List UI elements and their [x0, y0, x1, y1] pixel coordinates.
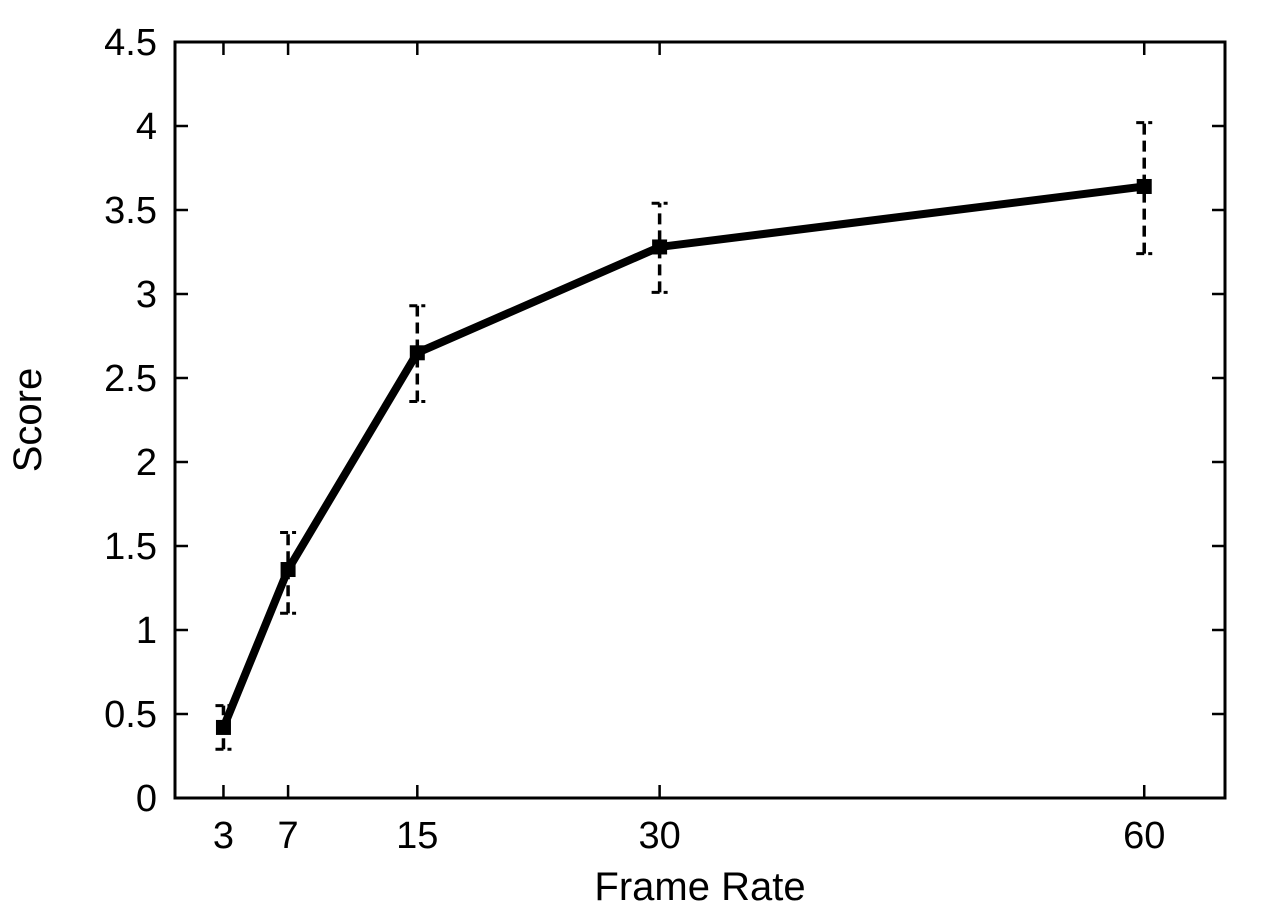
y-tick-label: 2	[136, 442, 157, 484]
x-axis-label: Frame Rate	[594, 865, 805, 909]
y-tick-label: 0	[136, 778, 157, 820]
x-tick-label: 3	[213, 815, 234, 857]
plot-border	[173, 40, 1227, 800]
y-tick-label: 1.5	[104, 526, 157, 568]
x-tick-label: 15	[396, 815, 438, 857]
series-line	[219, 182, 1145, 729]
x-tick-label: 7	[278, 815, 299, 857]
plot-area: 3 7 15 30 60 0 0.5 1 1.5 2 2.5 3 3.5 4 4.5	[104, 22, 1227, 857]
data-point-marker	[280, 562, 296, 578]
x-tick-label: 30	[638, 815, 680, 857]
y-tick-label: 4.5	[104, 22, 157, 64]
data-point-marker	[652, 239, 668, 255]
data-point-marker	[215, 719, 231, 735]
y-tick-label: 2.5	[104, 358, 157, 400]
x-tick-label: 60	[1123, 815, 1165, 857]
data-point-marker	[409, 345, 425, 361]
y-axis-label: Score	[6, 368, 50, 473]
y-tick-label: 4	[136, 106, 157, 148]
y-tick-label: 0.5	[104, 694, 157, 736]
data-point-marker	[1136, 178, 1152, 194]
y-tick-label: 3	[136, 274, 157, 316]
y-tick-label: 1	[136, 610, 157, 652]
y-tick-label: 3.5	[104, 190, 157, 232]
